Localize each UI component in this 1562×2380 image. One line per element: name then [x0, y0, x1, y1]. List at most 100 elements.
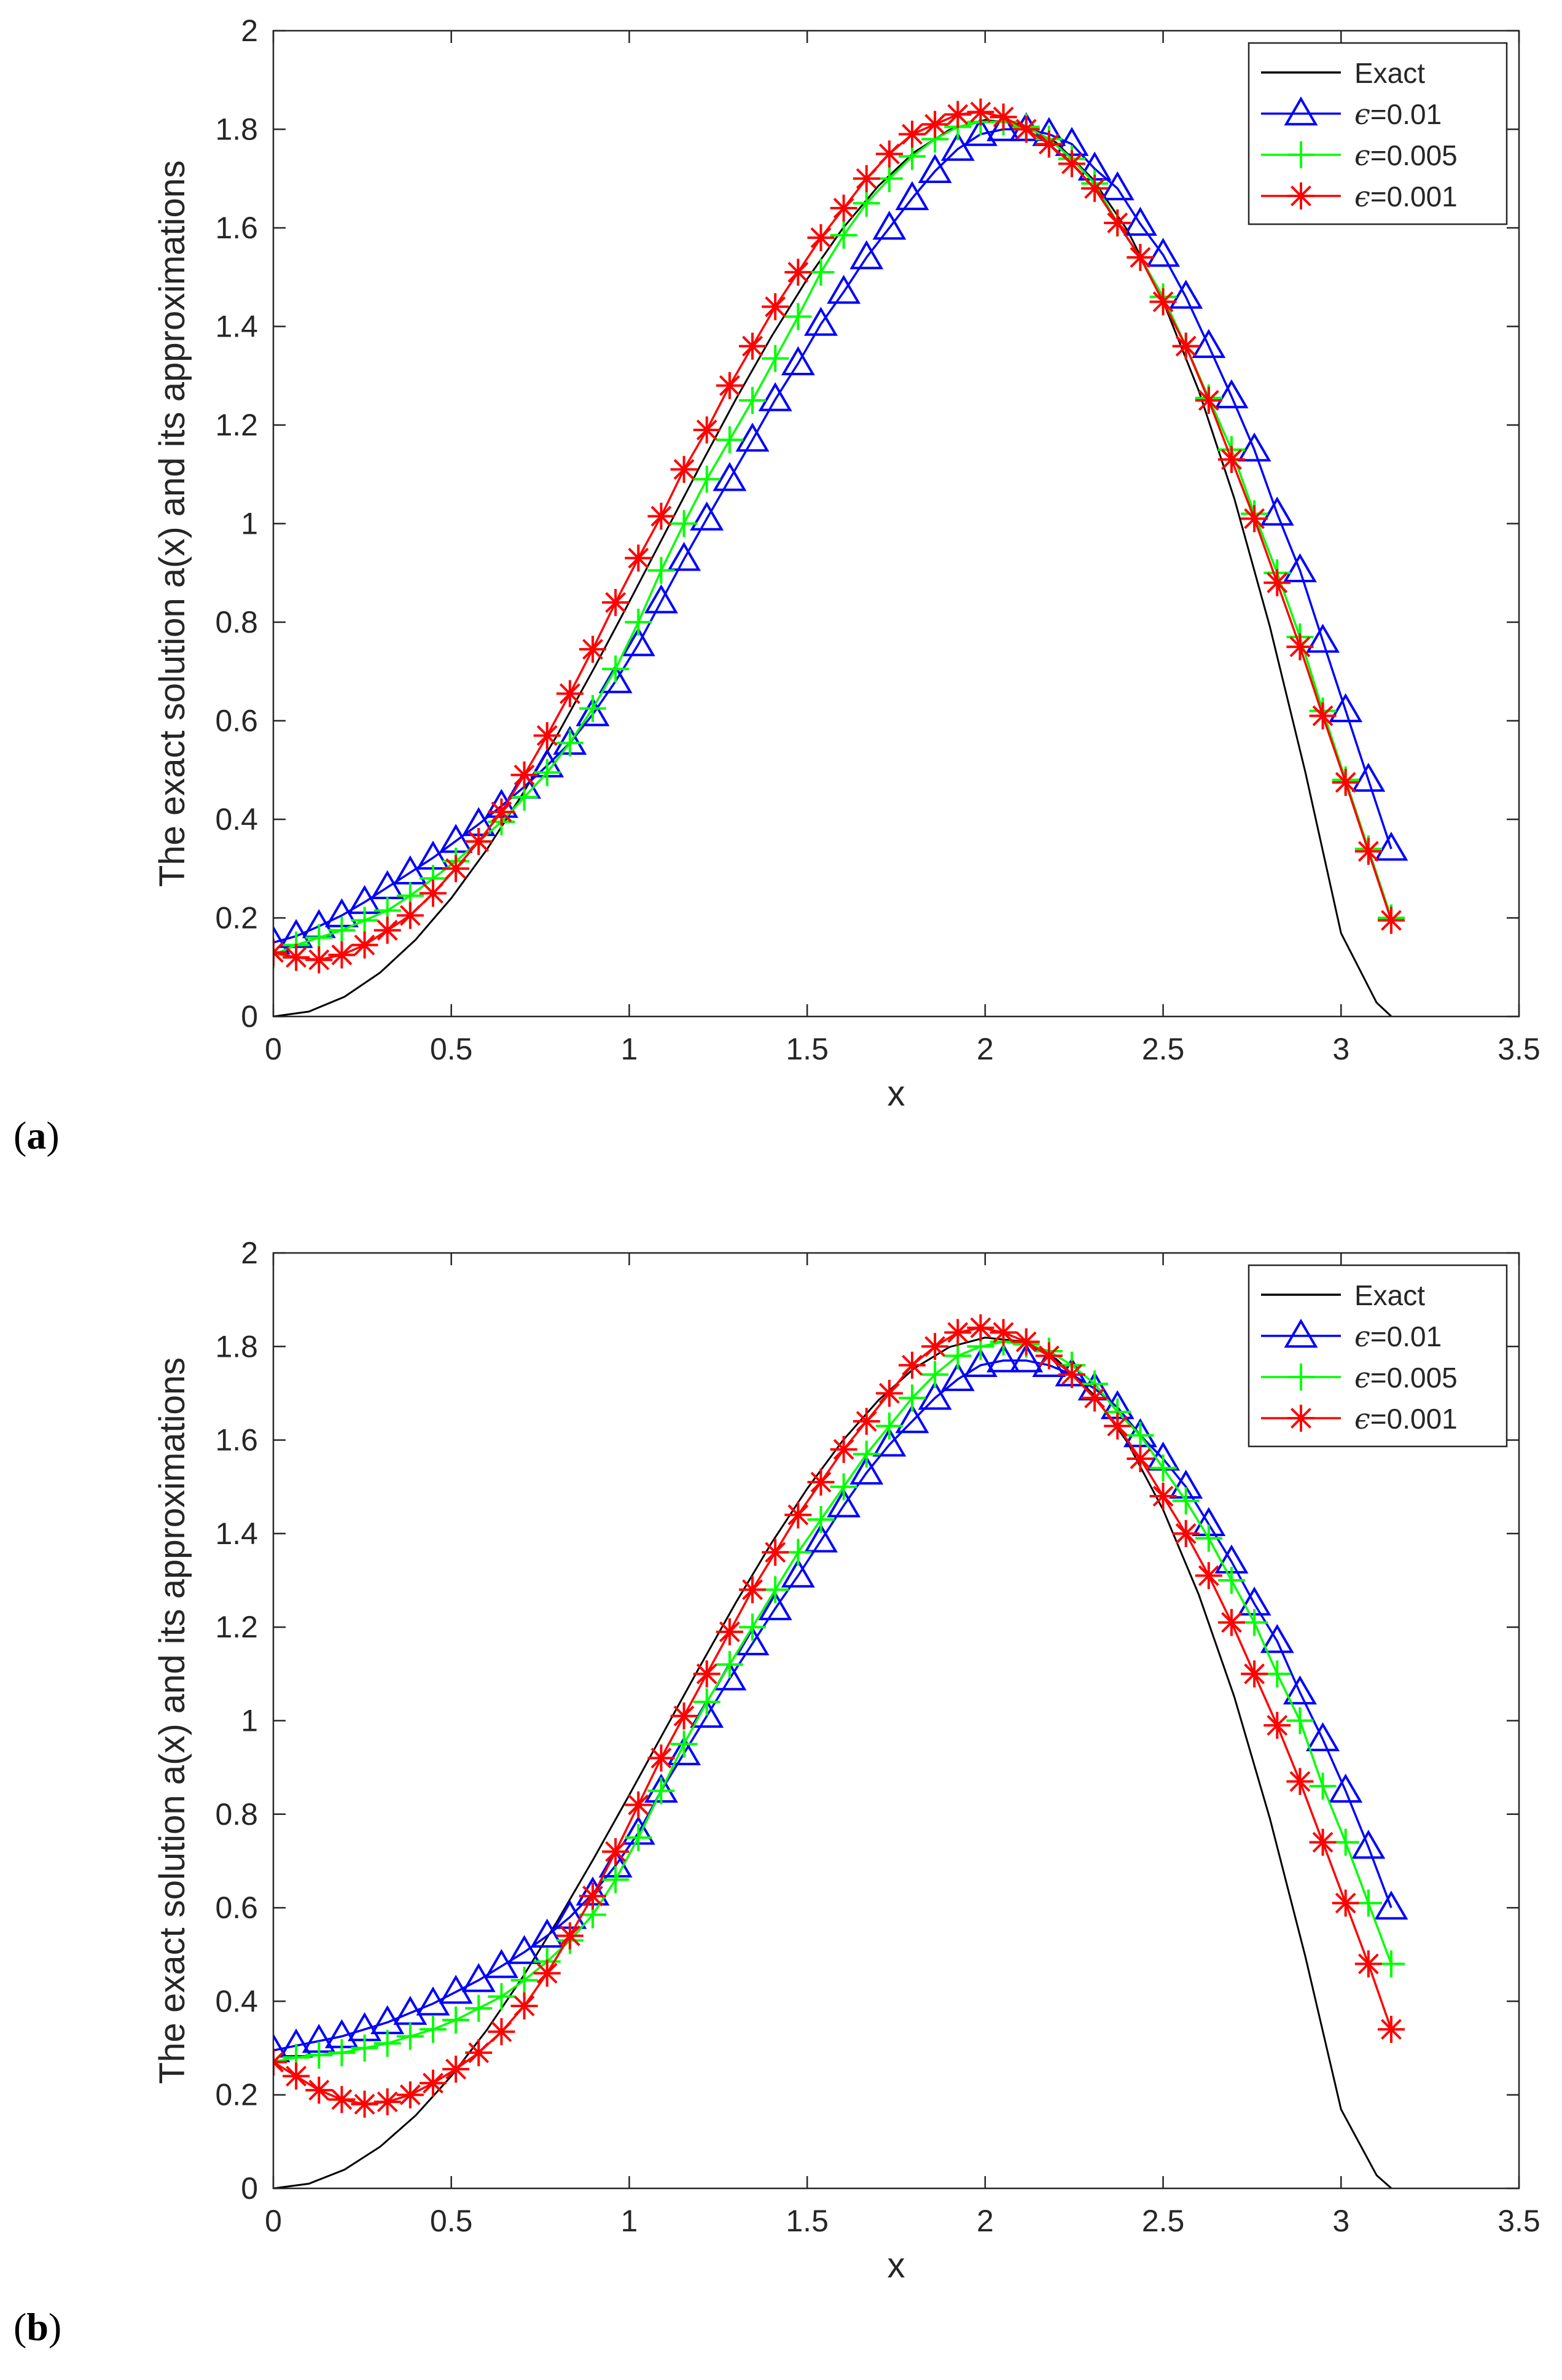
data-point-eps-0-005 — [739, 1613, 767, 1641]
data-point-eps-0-01 — [758, 382, 792, 412]
data-point-eps-0-001 — [488, 798, 515, 825]
data-point-eps-0-01 — [667, 1736, 701, 1766]
data-point-eps-0-005 — [1149, 1454, 1177, 1482]
data-point-eps-0-001 — [533, 1959, 561, 1987]
data-point-eps-0-001 — [328, 941, 356, 969]
data-point-eps-0-01 — [895, 181, 929, 211]
y-tick-label: 1.2 — [215, 408, 258, 442]
data-point-eps-0-005 — [556, 729, 584, 757]
y-tick-label: 2 — [241, 1236, 258, 1270]
legend-label-exact: Exact — [1354, 57, 1425, 89]
data-point-eps-0-001 — [1377, 907, 1405, 934]
data-point-eps-0-005 — [351, 2034, 378, 2062]
data-point-eps-0-001 — [944, 1319, 972, 1346]
data-point-eps-0-001 — [990, 1319, 1017, 1346]
data-point-eps-0-01 — [1351, 1830, 1386, 1859]
data-point-eps-0-001 — [1195, 386, 1222, 414]
data-point-eps-0-01 — [1374, 832, 1408, 861]
data-point-eps-0-001 — [1035, 1342, 1063, 1370]
data-point-eps-0-001 — [1058, 150, 1086, 178]
y-tick-label: 2 — [241, 14, 258, 48]
data-point-eps-0-001 — [739, 1576, 767, 1604]
data-point-eps-0-001 — [1309, 702, 1337, 730]
data-point-eps-0-001 — [579, 636, 606, 663]
data-point-eps-0-01 — [1009, 1343, 1044, 1373]
data-point-eps-0-001 — [351, 931, 378, 959]
data-point-eps-0-001 — [853, 1408, 880, 1435]
y-tick-label: 0 — [241, 999, 258, 1034]
data-point-eps-0-01 — [1329, 693, 1363, 722]
data-point-eps-0-005 — [373, 2029, 401, 2057]
data-point-eps-0-005 — [328, 916, 356, 944]
legend: Exact ϵ=0.01 ϵ=0.005 ϵ=0.001 — [1248, 42, 1508, 225]
data-point-eps-0-001 — [1081, 1384, 1109, 1412]
data-point-eps-0-005 — [807, 1506, 835, 1534]
data-point-eps-0-005 — [762, 345, 789, 372]
legend-label-eps-0-01: ϵ=0.01 — [1354, 98, 1442, 131]
data-point-eps-0-01 — [461, 1963, 496, 1992]
y-tick-label: 1.8 — [215, 112, 258, 147]
data-point-eps-0-001 — [1172, 332, 1200, 360]
data-point-eps-0-01 — [598, 664, 633, 693]
data-layer — [273, 98, 1408, 1016]
data-point-eps-0-005 — [830, 1473, 857, 1500]
data-point-eps-0-001 — [1218, 1609, 1245, 1636]
data-point-eps-0-001 — [807, 1469, 835, 1496]
data-point-eps-0-005 — [1332, 1828, 1359, 1856]
data-point-eps-0-005 — [647, 556, 675, 584]
x-axis-label: x — [888, 1074, 905, 1114]
legend-marker-eps-0-005 — [1287, 141, 1314, 168]
data-point-eps-0-01 — [735, 423, 770, 452]
x-tick-label: 2 — [977, 1032, 994, 1066]
y-tick-label: 1.6 — [215, 211, 258, 245]
data-point-eps-0-001 — [1354, 1950, 1382, 1978]
data-point-eps-0-001 — [1127, 244, 1154, 271]
data-point-eps-0-001 — [1012, 115, 1040, 143]
data-point-eps-0-001 — [1149, 288, 1177, 316]
axes-box — [272, 29, 1520, 1018]
y-tick-label: 1 — [241, 1704, 258, 1738]
data-point-eps-0-005 — [1354, 1889, 1382, 1917]
legend-epsilon: ϵ — [1354, 180, 1370, 213]
data-point-eps-0-001 — [1263, 569, 1291, 596]
data-point-eps-0-001 — [625, 544, 652, 572]
x-tick-label: 2 — [977, 2204, 994, 2238]
data-point-eps-0-01 — [1306, 623, 1340, 653]
data-point-eps-0-001 — [990, 103, 1017, 131]
data-point-eps-0-01 — [963, 1348, 998, 1378]
data-point-eps-0-01 — [530, 1918, 564, 1948]
legend-label-eps-0-01: ϵ=0.01 — [1354, 1320, 1442, 1353]
data-point-eps-0-005 — [465, 1994, 493, 2022]
data-point-eps-0-01 — [1260, 1624, 1294, 1653]
data-point-eps-0-001 — [419, 2069, 447, 2097]
data-point-eps-0-01 — [1237, 432, 1271, 462]
legend-marker-eps-0-005 — [1287, 1364, 1314, 1391]
data-point-eps-0-005 — [579, 695, 606, 722]
data-point-eps-0-005 — [625, 609, 652, 636]
data-point-eps-0-001 — [328, 2086, 356, 2113]
data-point-eps-0-01 — [986, 1343, 1021, 1373]
data-point-eps-0-005 — [944, 1342, 972, 1370]
y-axis-label: The exact solution a(x) and its approxim… — [152, 160, 192, 887]
data-point-eps-0-005 — [670, 510, 698, 537]
data-point-eps-0-005 — [921, 1360, 949, 1388]
data-point-eps-0-001 — [762, 293, 789, 321]
data-point-eps-0-001 — [305, 946, 333, 973]
data-point-eps-0-005 — [419, 2016, 447, 2043]
data-point-eps-0-005 — [602, 1866, 630, 1894]
data-point-eps-0-005 — [693, 466, 720, 493]
data-point-eps-0-001 — [875, 1379, 903, 1407]
data-point-eps-0-005 — [533, 759, 561, 786]
y-axis-label: The exact solution a(x) and its approxim… — [152, 1357, 192, 2084]
data-point-eps-0-001 — [1263, 1712, 1291, 1739]
data-point-eps-0-001 — [1309, 1828, 1337, 1856]
data-point-eps-0-001 — [716, 372, 743, 399]
data-point-eps-0-005 — [1377, 1950, 1405, 1978]
data-point-eps-0-01 — [918, 1381, 952, 1410]
legend-marker-eps-0-001 — [1287, 1405, 1314, 1432]
data-point-eps-0-001 — [1286, 1768, 1314, 1795]
data-point-eps-0-005 — [716, 1651, 743, 1679]
y-tick-label: 0 — [241, 2171, 258, 2206]
data-point-eps-0-001 — [283, 2062, 310, 2090]
data-point-eps-0-01 — [1351, 762, 1386, 792]
